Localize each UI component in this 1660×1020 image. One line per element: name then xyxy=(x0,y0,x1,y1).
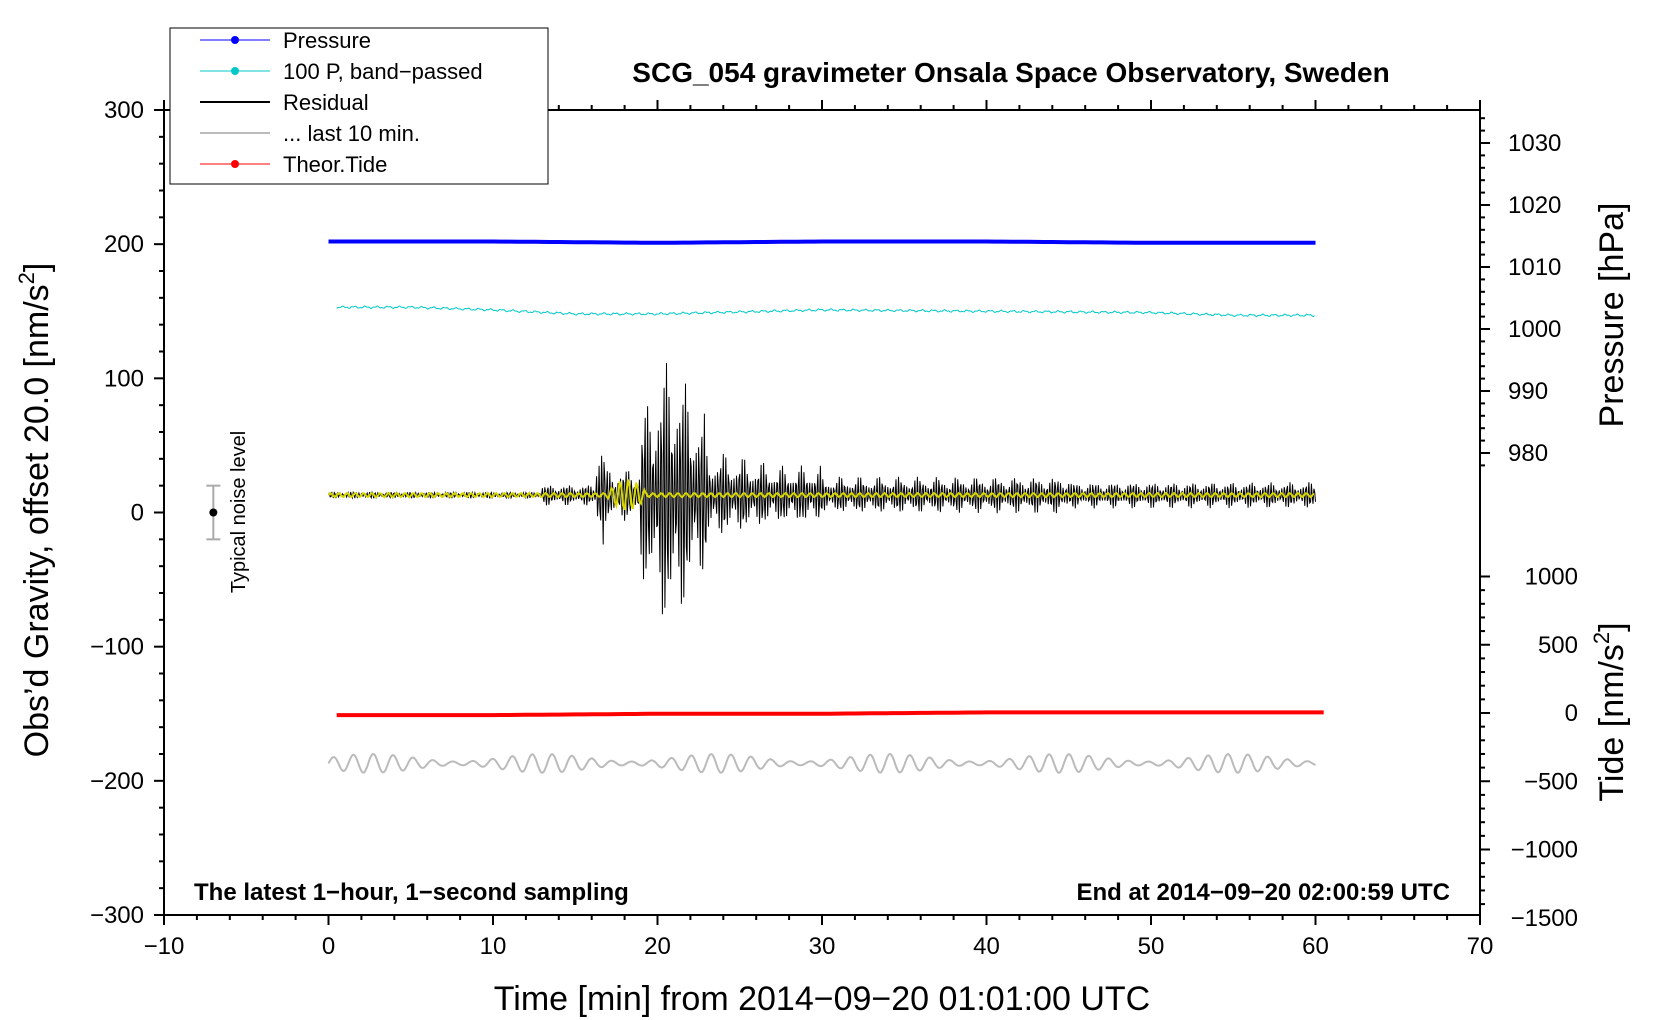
chart-title: SCG_054 gravimeter Onsala Space Observat… xyxy=(632,57,1389,88)
x-tick-label: 20 xyxy=(644,933,671,960)
x-tick-label: 10 xyxy=(480,933,507,960)
legend-label: Theor.Tide xyxy=(283,152,387,177)
y-axis-tide-label: Tide [nm/s2] xyxy=(1589,622,1631,801)
legend-label: Residual xyxy=(283,90,369,115)
series-residual xyxy=(328,363,1316,615)
legend-box xyxy=(169,27,549,185)
series-last-10-min xyxy=(327,752,1316,774)
tide-tick-label: −500 xyxy=(1524,768,1578,795)
series-pressure xyxy=(328,239,1316,245)
tide-tick-label: −1000 xyxy=(1511,837,1578,864)
pressure-tick-label: 980 xyxy=(1508,440,1548,467)
x-tick-label: 0 xyxy=(322,933,335,960)
legend-label: ... last 10 min. xyxy=(283,121,420,146)
legend: Pressure 100 P, band−passed Residual ... la… xyxy=(169,27,549,185)
legend-marker xyxy=(231,67,239,75)
series-theor-tide xyxy=(336,710,1324,718)
tide-tick-label: 0 xyxy=(1565,700,1578,727)
plot-frame xyxy=(163,109,1481,916)
x-tick-label: 30 xyxy=(809,933,836,960)
y-axis-left-label: Obs’d Gravity, offset 20.0 [nm/s2] xyxy=(14,263,56,758)
legend-marker xyxy=(231,160,239,168)
y-tick-label: −300 xyxy=(90,902,144,929)
y-axis-pressure: 1030 1020 1010 1000 990 980 xyxy=(1480,117,1561,467)
legend-entry: Theor.Tide xyxy=(200,152,387,177)
pressure-tick-label: 1030 xyxy=(1508,130,1561,157)
pressure-tick-label: 1010 xyxy=(1508,254,1561,281)
legend-entry: ... last 10 min. xyxy=(200,121,420,146)
tide-tick-label: −1500 xyxy=(1511,905,1578,932)
y-tick-label: −100 xyxy=(90,634,144,661)
x-tick-label: 40 xyxy=(973,933,1000,960)
note-left: The latest 1−hour, 1−second sampling xyxy=(194,879,629,906)
y-tick-label: 200 xyxy=(104,231,144,258)
legend-marker xyxy=(231,36,239,44)
y-axis-tide: 1000 500 0 −500 −1000 −1500 xyxy=(1480,564,1578,932)
legend-label: 100 P, band−passed xyxy=(283,59,483,84)
y-tick-label: 0 xyxy=(131,500,144,527)
legend-label: Pressure xyxy=(283,28,371,53)
series-residual-smoothed xyxy=(327,479,1315,511)
y-tick-label: 100 xyxy=(104,365,144,392)
y-axis-pressure-label: Pressure [hPa] xyxy=(1593,203,1631,428)
y-axis-left: 300 200 100 0 −100 −200 −300 xyxy=(90,97,164,929)
x-axis: −10 0 10 20 30 40 50 60 70 xyxy=(144,100,1494,960)
x-tick-label: 60 xyxy=(1302,933,1329,960)
x-axis-label: Time [min] from 2014−09−20 01:01:00 UTC xyxy=(494,980,1150,1018)
x-tick-label: 70 xyxy=(1467,933,1494,960)
y-tick-label: −200 xyxy=(90,768,144,795)
y-tick-label: 300 xyxy=(104,97,144,124)
tide-tick-label: 500 xyxy=(1538,632,1578,659)
legend-entry: Residual xyxy=(200,90,369,115)
noise-level-marker: Typical noise level xyxy=(206,431,250,593)
noise-label: Typical noise level xyxy=(228,431,250,593)
pressure-tick-label: 1000 xyxy=(1508,316,1561,343)
legend-entry: Pressure xyxy=(200,28,371,53)
x-tick-label: −10 xyxy=(144,933,185,960)
pressure-tick-label: 990 xyxy=(1508,378,1548,405)
pressure-tick-label: 1020 xyxy=(1508,192,1561,219)
noise-dot xyxy=(209,508,218,517)
series-band-passed xyxy=(336,305,1315,318)
tide-tick-label: 1000 xyxy=(1525,564,1578,591)
x-tick-label: 50 xyxy=(1138,933,1165,960)
note-right: End at 2014−09−20 02:00:59 UTC xyxy=(1076,879,1450,906)
legend-entry: 100 P, band−passed xyxy=(200,59,483,84)
series-layer xyxy=(327,239,1324,774)
